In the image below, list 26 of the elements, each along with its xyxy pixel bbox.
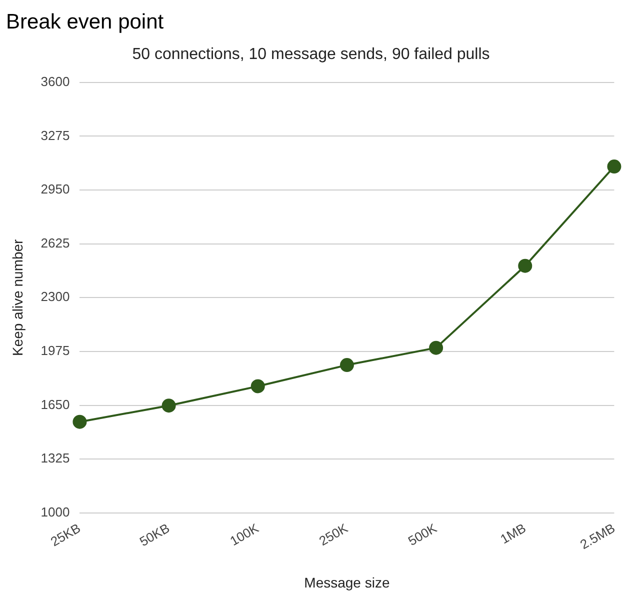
point bbox=[162, 398, 176, 413]
y-axis-title: Keep alive number bbox=[9, 238, 26, 356]
y-tick-label: 2300 bbox=[40, 289, 70, 304]
y-tick-label: 1000 bbox=[40, 504, 70, 520]
x-tick-label: 25KB bbox=[48, 520, 84, 550]
point bbox=[429, 340, 444, 355]
chart-title: Break even point bbox=[6, 10, 164, 34]
point bbox=[607, 160, 622, 174]
x-tick-label: 50KB bbox=[137, 520, 172, 550]
y-tick-label: 2625 bbox=[40, 235, 70, 250]
y-tick-label: 1650 bbox=[40, 396, 70, 412]
point bbox=[340, 358, 354, 372]
y-tick-label: 3275 bbox=[40, 128, 70, 143]
x-tick-label: 250K bbox=[316, 520, 351, 549]
x-tick-label: 100K bbox=[227, 520, 262, 549]
y-tick-label: 3600 bbox=[40, 74, 70, 89]
x-tick-label: 1MB bbox=[498, 520, 528, 547]
chart-subtitle: 50 connections, 10 message sends, 90 failed pulls bbox=[132, 46, 490, 64]
point bbox=[250, 379, 265, 394]
point bbox=[72, 414, 87, 429]
y-tick-label: 1975 bbox=[40, 343, 70, 358]
y-tick-label: 1325 bbox=[40, 450, 70, 466]
point bbox=[518, 258, 532, 273]
x-axis-title: Message size bbox=[304, 574, 390, 590]
y-tick-label: 2950 bbox=[40, 182, 70, 197]
x-tick-label: 500K bbox=[406, 520, 440, 549]
